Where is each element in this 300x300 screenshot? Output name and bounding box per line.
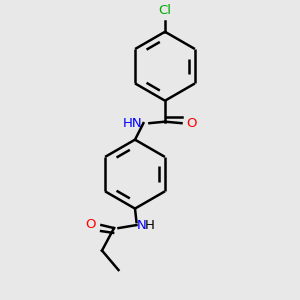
Text: Cl: Cl bbox=[158, 4, 172, 17]
Text: H: H bbox=[145, 219, 155, 232]
Text: N: N bbox=[137, 219, 147, 232]
Text: HN: HN bbox=[123, 117, 142, 130]
Text: O: O bbox=[186, 117, 196, 130]
Text: O: O bbox=[85, 218, 96, 231]
